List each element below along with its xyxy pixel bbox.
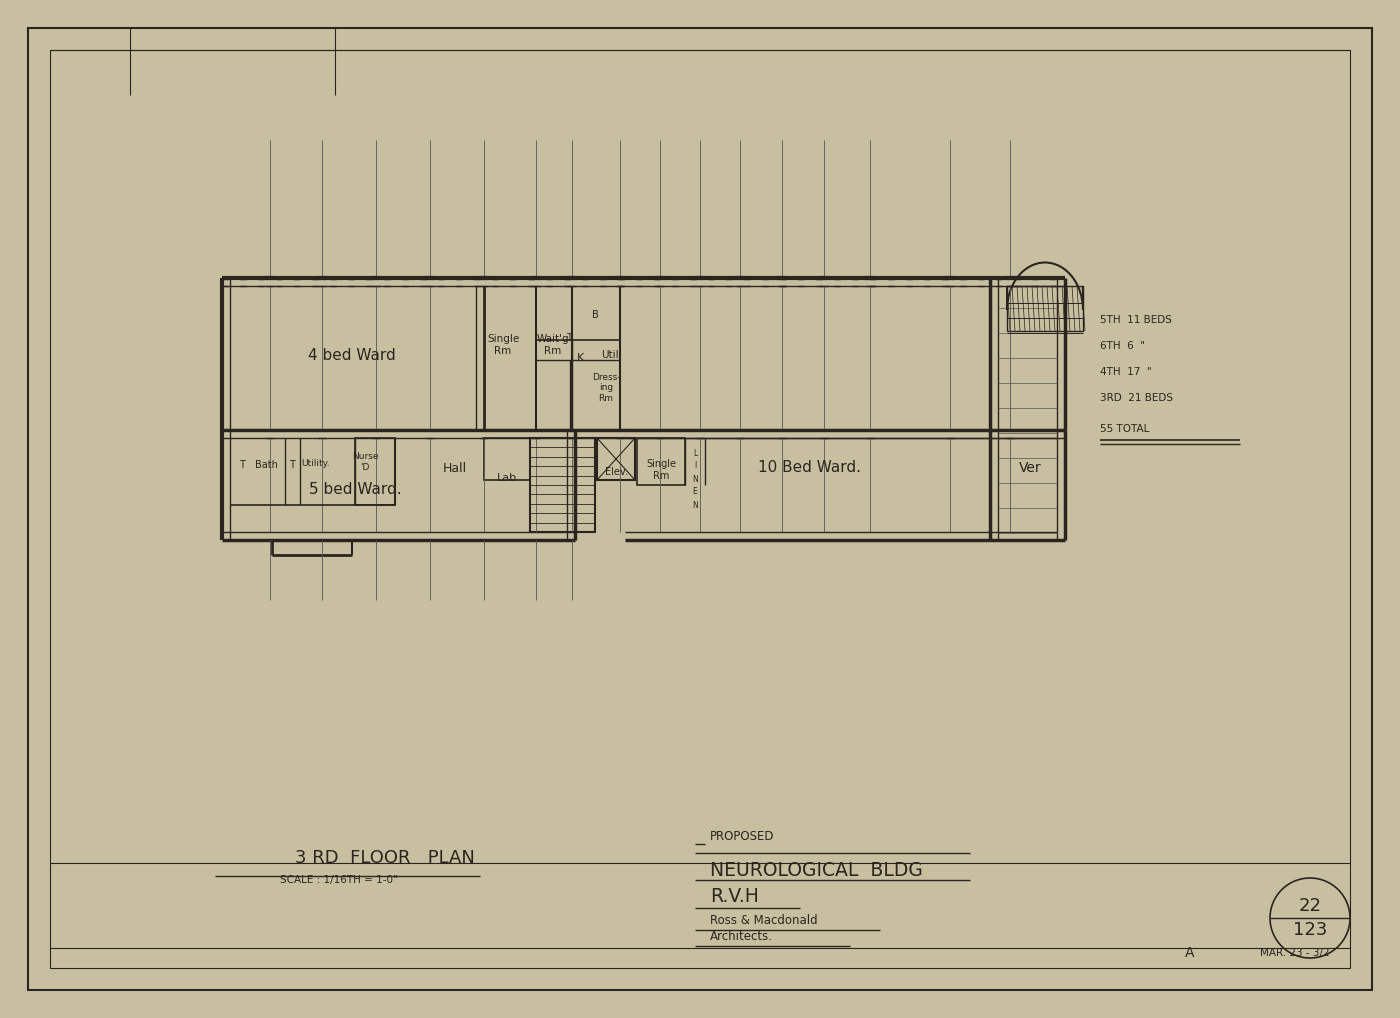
Text: Ver: Ver xyxy=(1019,461,1042,475)
Text: Single
Rm: Single Rm xyxy=(487,334,519,356)
Text: Architects.: Architects. xyxy=(710,929,773,943)
Text: PROPOSED: PROPOSED xyxy=(710,830,774,843)
Bar xyxy=(484,438,531,480)
Text: Single
Rm: Single Rm xyxy=(645,459,676,480)
Text: 22: 22 xyxy=(1299,897,1322,915)
Text: MAR. 23 - 3/2: MAR. 23 - 3/2 xyxy=(1260,948,1330,958)
Text: Ross & Macdonald: Ross & Macdonald xyxy=(710,913,818,926)
Text: Bath: Bath xyxy=(255,460,277,470)
Bar xyxy=(596,438,636,480)
Text: 123: 123 xyxy=(1292,921,1327,939)
Text: Wait'g
Rm: Wait'g Rm xyxy=(536,334,570,356)
Text: T: T xyxy=(566,333,573,343)
Text: N: N xyxy=(692,501,697,509)
Text: E: E xyxy=(693,488,697,497)
Text: 5 bed Ward.: 5 bed Ward. xyxy=(308,483,402,498)
Text: A: A xyxy=(1186,946,1194,960)
Text: B: B xyxy=(592,310,598,320)
Text: Utility.: Utility. xyxy=(301,458,330,467)
Text: 6TH  6  ": 6TH 6 " xyxy=(1100,341,1145,351)
Text: NEUROLOGICAL  BLDG: NEUROLOGICAL BLDG xyxy=(710,860,923,880)
Text: SCALE : 1/16TH = 1-0": SCALE : 1/16TH = 1-0" xyxy=(280,875,398,885)
Text: 4TH  17  ": 4TH 17 " xyxy=(1100,367,1152,377)
Text: 55 TOTAL: 55 TOTAL xyxy=(1100,425,1149,434)
Text: Elev.: Elev. xyxy=(605,467,627,477)
Text: 3RD  21 BEDS: 3RD 21 BEDS xyxy=(1100,393,1173,403)
Text: R.V.H: R.V.H xyxy=(710,887,759,905)
Text: Nurse
'D: Nurse 'D xyxy=(351,452,378,471)
Text: 10 Bed Ward.: 10 Bed Ward. xyxy=(759,460,861,475)
Bar xyxy=(1007,286,1084,331)
Text: 3 RD  FLOOR  PLAN: 3 RD FLOOR PLAN xyxy=(295,849,475,867)
Text: L: L xyxy=(693,449,697,457)
Text: T: T xyxy=(239,460,245,470)
Text: Util: Util xyxy=(601,350,619,360)
Bar xyxy=(531,438,595,532)
Text: Dress-
ing
Rm: Dress- ing Rm xyxy=(592,374,620,403)
Text: Hall: Hall xyxy=(442,461,468,474)
Text: K: K xyxy=(577,353,584,363)
Bar xyxy=(637,438,685,485)
Text: 5TH  11 BEDS: 5TH 11 BEDS xyxy=(1100,315,1172,325)
Text: N: N xyxy=(692,474,697,484)
Text: T: T xyxy=(288,460,295,470)
Text: 4 bed Ward: 4 bed Ward xyxy=(308,347,396,362)
Text: Lab: Lab xyxy=(497,473,517,483)
Bar xyxy=(356,438,395,505)
Text: I: I xyxy=(694,461,696,470)
